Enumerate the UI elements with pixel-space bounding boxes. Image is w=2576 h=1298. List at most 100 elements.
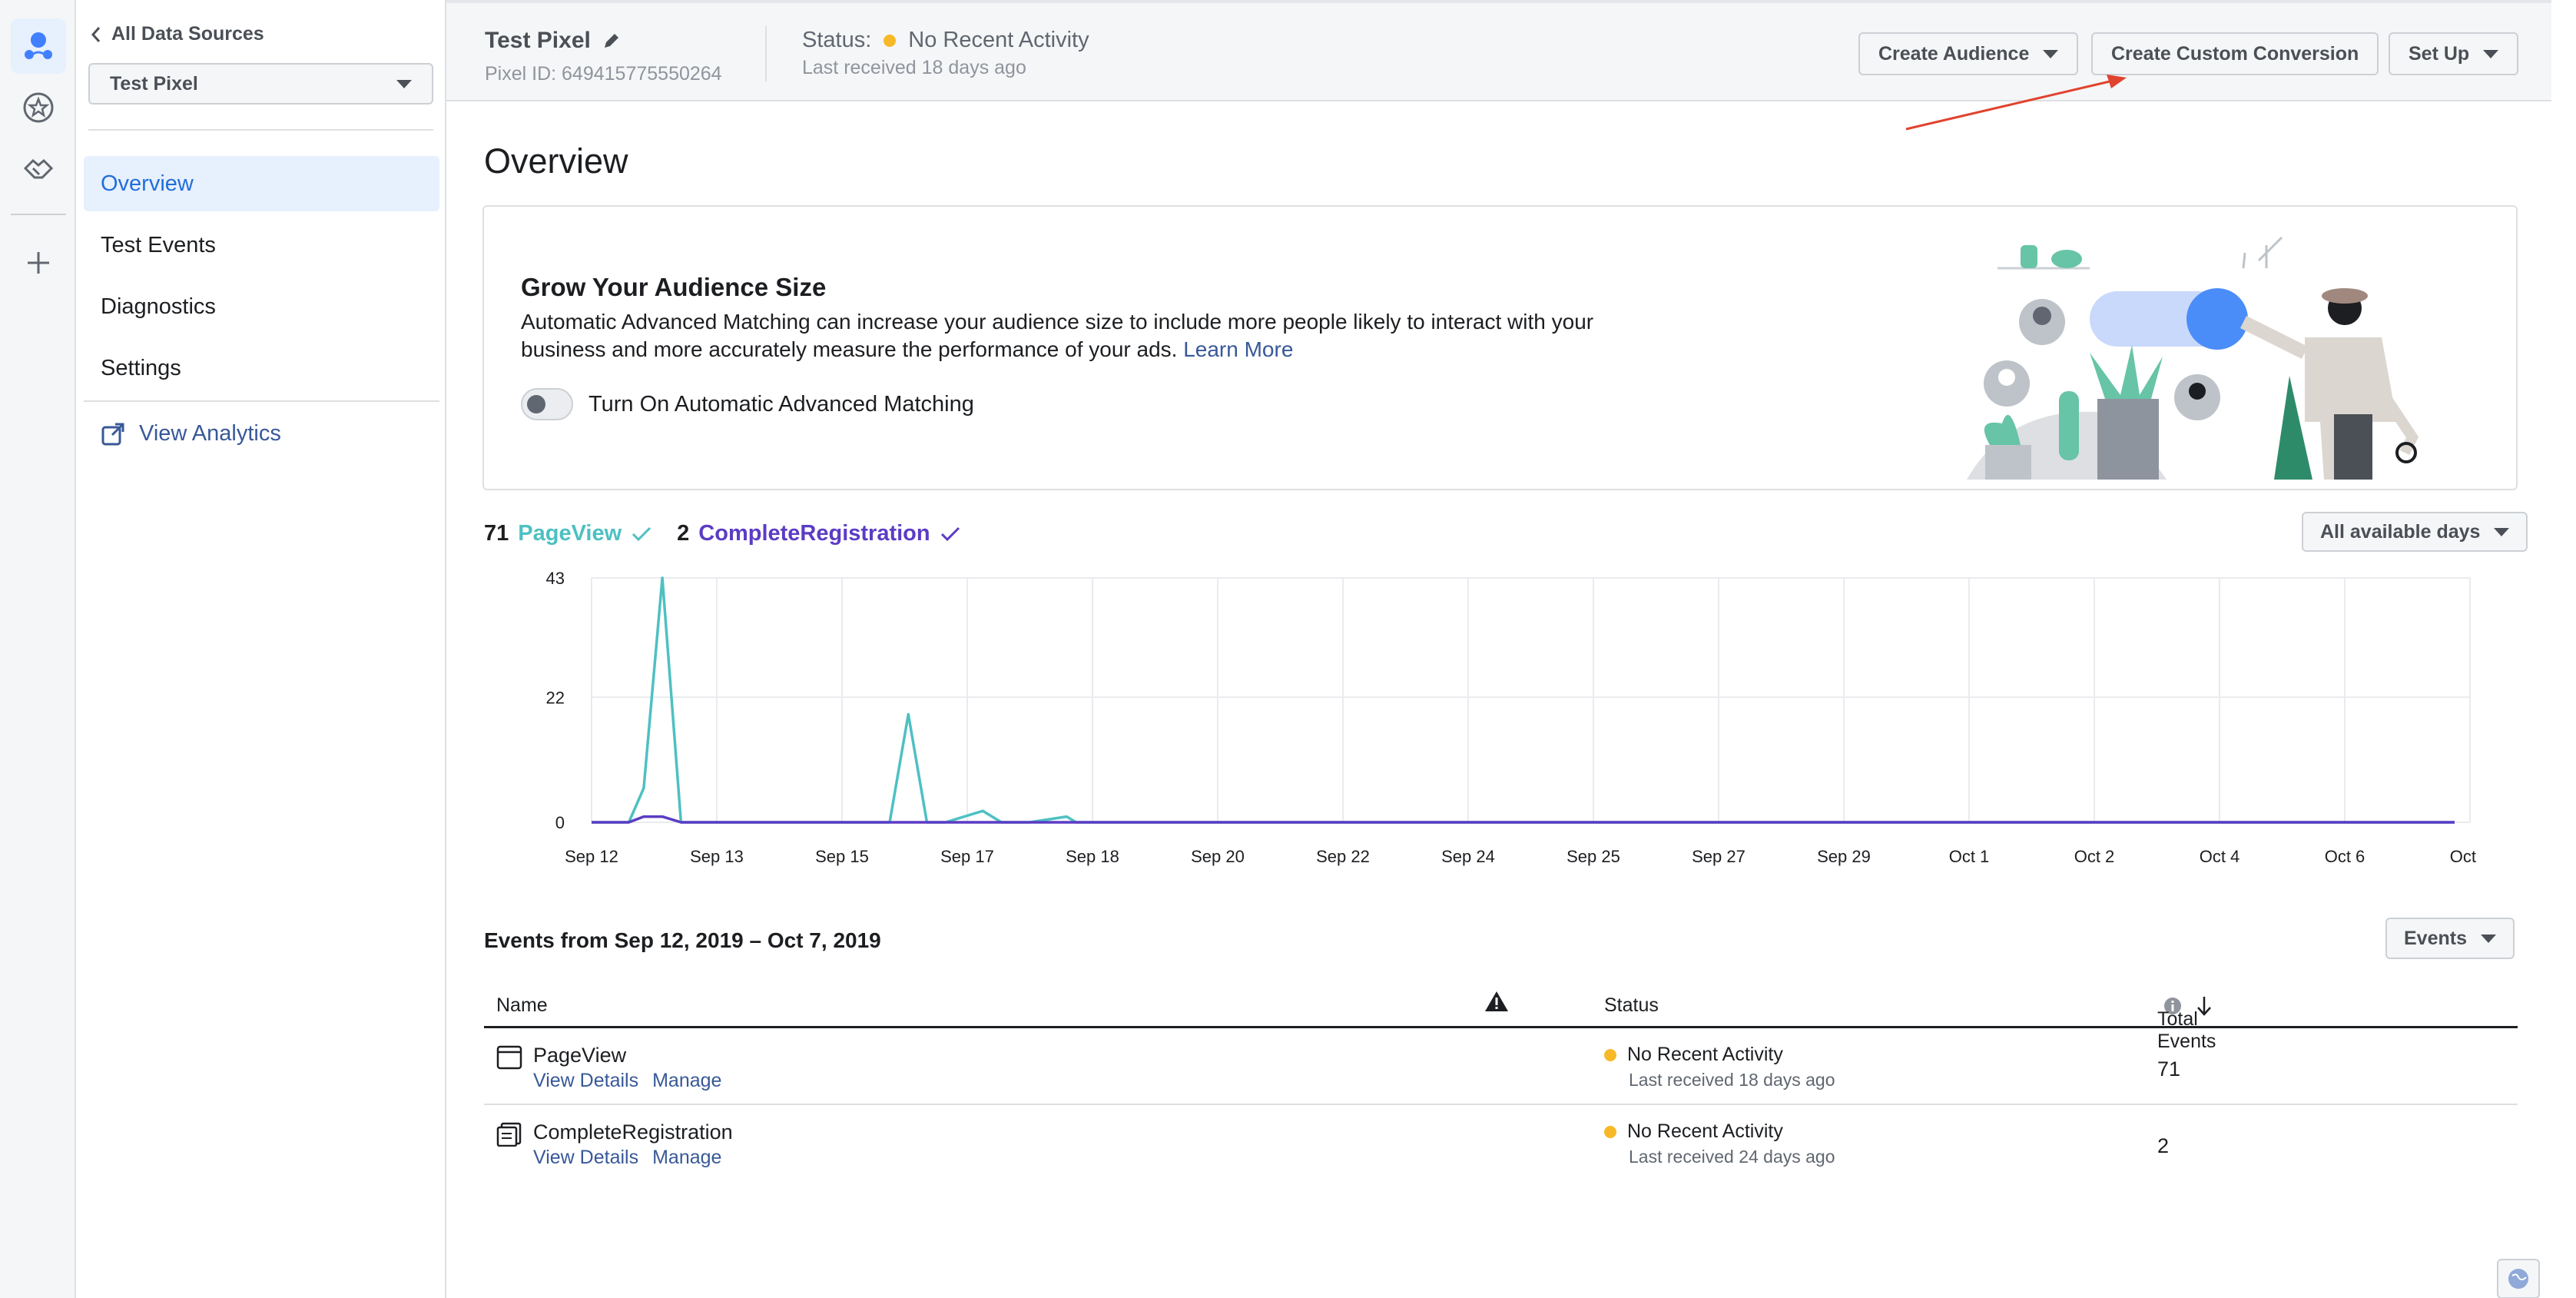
x-tick-label: Sep 13 xyxy=(690,847,744,866)
status-line: Status: No Recent Activity xyxy=(802,28,1089,53)
table-row: PageView View Details Manage No Recent A… xyxy=(484,1028,2518,1105)
events-title: Events from Sep 12, 2019 – Oct 7, 2019 xyxy=(484,928,881,952)
status-dot-icon xyxy=(1604,1125,1616,1138)
x-tick-label: Oct 8 xyxy=(2450,847,2482,866)
globe-button[interactable] xyxy=(2497,1259,2540,1298)
advanced-matching-banner: Grow Your Audience Size Automatic Advanc… xyxy=(482,205,2518,490)
event-last-received: Last received 18 days ago xyxy=(1629,1070,1835,1090)
column-header-name[interactable]: Name xyxy=(496,994,548,1016)
event-name: PageView xyxy=(533,1044,627,1067)
status-value: No Recent Activity xyxy=(908,28,1089,52)
sidebar-item-overview[interactable]: Overview xyxy=(84,156,439,211)
back-link[interactable]: All Data Sources xyxy=(90,23,264,45)
events-table: Name Status Total Events PageView View D… xyxy=(484,981,2518,1182)
sidebar: All Data Sources Test Pixel Overview Tes… xyxy=(76,0,446,1298)
caret-down-icon xyxy=(396,79,412,88)
info-icon[interactable] xyxy=(2163,997,2182,1015)
table-header: Name Status Total Events xyxy=(484,981,2518,1052)
browser-window-icon xyxy=(496,1045,522,1070)
page-title: Overview xyxy=(484,141,628,181)
x-tick-label: Oct 1 xyxy=(1949,847,1990,866)
audience-icon[interactable] xyxy=(11,18,66,74)
advanced-matching-toggle[interactable] xyxy=(521,388,573,420)
rail-divider xyxy=(11,214,66,215)
handshake-icon[interactable] xyxy=(11,141,66,197)
metric-name[interactable]: CompleteRegistration xyxy=(698,521,930,546)
manage-link[interactable]: Manage xyxy=(652,1070,722,1091)
learn-more-link[interactable]: Learn More xyxy=(1183,337,1294,361)
x-tick-label: Oct 2 xyxy=(2074,847,2115,866)
caret-down-icon xyxy=(2494,527,2510,536)
view-analytics-link[interactable]: View Analytics xyxy=(101,421,281,446)
banner-body: Automatic Advanced Matching can increase… xyxy=(521,308,1612,364)
view-details-link[interactable]: View Details xyxy=(533,1070,639,1091)
sidebar-item-test-events[interactable]: Test Events xyxy=(84,217,439,273)
check-icon xyxy=(632,526,651,541)
chevron-left-icon xyxy=(91,26,101,42)
event-metrics: 71 PageView 2 CompleteRegistration xyxy=(484,521,961,546)
sort-arrow-down-icon[interactable] xyxy=(2195,995,2213,1017)
data-source-select[interactable]: Test Pixel xyxy=(88,63,433,105)
x-tick-label: Sep 25 xyxy=(1566,847,1620,866)
y-tick-label: 0 xyxy=(555,813,565,832)
y-tick-label: 43 xyxy=(546,569,565,588)
x-tick-label: Oct 6 xyxy=(2325,847,2365,866)
event-total: 71 xyxy=(2157,1057,2181,1081)
check-icon xyxy=(940,526,960,541)
status-label: Status: xyxy=(802,28,872,52)
set-up-button[interactable]: Set Up xyxy=(2389,32,2519,75)
toggle-label: Turn On Automatic Advanced Matching xyxy=(588,391,974,417)
banner-title: Grow Your Audience Size xyxy=(521,273,827,301)
star-icon[interactable] xyxy=(11,80,66,135)
warning-icon xyxy=(1485,991,1508,1011)
series-line-CompleteRegistration xyxy=(592,815,2455,824)
pixel-header: Test Pixel Pixel ID: 649415775550264 Sta… xyxy=(446,0,2551,101)
pixel-name-text: Test Pixel xyxy=(485,28,591,53)
event-status: No Recent Activity xyxy=(1604,1044,1783,1066)
x-tick-label: Sep 24 xyxy=(1441,847,1495,866)
metric-count: 71 xyxy=(484,521,509,546)
advanced-matching-toggle-row: Turn On Automatic Advanced Matching xyxy=(521,388,974,420)
series-line-PageView xyxy=(592,576,2455,824)
sidebar-item-label: Diagnostics xyxy=(101,294,216,319)
event-last-received: Last received 24 days ago xyxy=(1629,1147,1835,1167)
manage-link[interactable]: Manage xyxy=(652,1147,722,1168)
caret-down-icon xyxy=(2043,49,2059,58)
globe-icon xyxy=(2508,1269,2528,1289)
x-tick-label: Sep 15 xyxy=(815,847,869,866)
plus-icon[interactable] xyxy=(11,235,66,290)
events-dropdown-label: Events xyxy=(2404,927,2467,949)
status-dot-icon xyxy=(884,34,897,47)
pencil-icon[interactable] xyxy=(602,31,622,51)
caret-down-icon xyxy=(2480,934,2496,943)
events-dropdown[interactable]: Events xyxy=(2385,918,2515,959)
y-tick-label: 22 xyxy=(546,688,565,707)
sidebar-item-diagnostics[interactable]: Diagnostics xyxy=(84,279,439,334)
x-tick-label: Sep 22 xyxy=(1316,847,1370,866)
set-up-label: Set Up xyxy=(2409,42,2470,65)
event-status-text: No Recent Activity xyxy=(1627,1044,1783,1065)
date-range-dropdown[interactable]: All available days xyxy=(2302,512,2528,552)
event-actions: View Details Manage xyxy=(533,1147,721,1169)
create-audience-button[interactable]: Create Audience xyxy=(1858,32,2079,75)
external-link-icon xyxy=(101,423,124,445)
column-header-total-label: Total Events xyxy=(2157,1008,2216,1052)
caret-down-icon xyxy=(2483,49,2499,58)
create-audience-label: Create Audience xyxy=(1878,42,2030,65)
column-header-total-events[interactable]: Total Events xyxy=(2157,994,2216,1052)
metric-count: 2 xyxy=(677,521,690,546)
create-custom-conversion-label: Create Custom Conversion xyxy=(2111,42,2359,65)
create-custom-conversion-button[interactable]: Create Custom Conversion xyxy=(2091,32,2379,75)
sidebar-item-settings[interactable]: Settings xyxy=(84,340,439,396)
x-tick-label: Oct 4 xyxy=(2200,847,2240,866)
view-details-link[interactable]: View Details xyxy=(533,1147,639,1168)
app-rail xyxy=(0,0,76,1298)
x-tick-label: Sep 12 xyxy=(565,847,618,866)
header-divider xyxy=(765,26,767,81)
event-status-text: No Recent Activity xyxy=(1627,1120,1783,1142)
view-analytics-label: View Analytics xyxy=(139,421,281,446)
column-header-status[interactable]: Status xyxy=(1604,994,1659,1016)
pixel-id: Pixel ID: 649415775550264 xyxy=(485,63,722,85)
data-source-value: Test Pixel xyxy=(110,72,198,95)
metric-name[interactable]: PageView xyxy=(518,521,622,546)
